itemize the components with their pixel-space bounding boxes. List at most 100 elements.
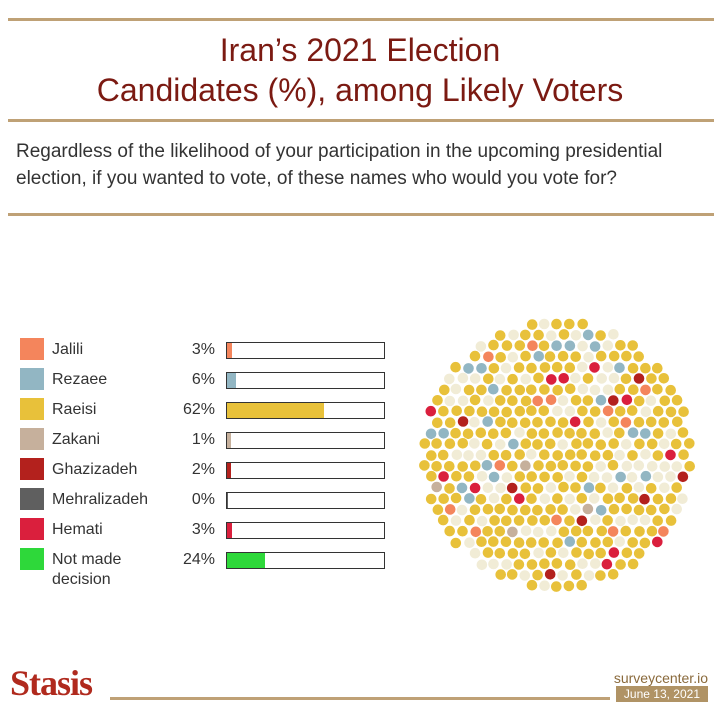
bubble-dot bbox=[614, 514, 627, 528]
bubble-dot bbox=[595, 372, 608, 385]
bubble-dot bbox=[545, 329, 558, 342]
title-line-1: Iran’s 2021 Election bbox=[219, 32, 501, 68]
bar-fill bbox=[227, 523, 232, 538]
bubble-dot bbox=[627, 383, 640, 396]
bubble-dot bbox=[443, 482, 456, 495]
bubble-dot bbox=[638, 493, 651, 506]
bubble-dot bbox=[677, 448, 690, 461]
bubble-dot bbox=[456, 437, 469, 450]
legend-swatch bbox=[20, 428, 44, 450]
bubble-dot bbox=[626, 404, 639, 417]
bubble-dot bbox=[449, 514, 463, 527]
bubble-dot bbox=[531, 416, 544, 429]
bubble-dot bbox=[632, 372, 646, 385]
bar-track bbox=[226, 522, 385, 539]
bubble-dot bbox=[633, 394, 646, 408]
bubble-dot bbox=[557, 372, 570, 385]
bubble-dot bbox=[595, 416, 608, 429]
bubble-dot bbox=[519, 459, 532, 472]
bubble-dot bbox=[613, 535, 626, 548]
bubble-dot bbox=[532, 525, 545, 539]
bubble-dot bbox=[469, 459, 482, 472]
bubble-dot bbox=[550, 557, 563, 570]
bubble-dot bbox=[563, 470, 576, 483]
bubble-dot bbox=[462, 362, 475, 375]
bubble-dot bbox=[619, 416, 632, 429]
bubble-dot bbox=[626, 513, 639, 526]
bubble-dot bbox=[665, 514, 678, 527]
bubble-dot bbox=[481, 525, 494, 538]
bubble-dot bbox=[639, 362, 652, 375]
bubble-dot bbox=[463, 492, 476, 505]
bubble-dot bbox=[670, 503, 683, 516]
bubble-dot bbox=[569, 329, 583, 342]
bubble-dot bbox=[627, 492, 640, 505]
bubble-dot bbox=[576, 360, 589, 374]
bubble-dot bbox=[526, 318, 539, 331]
bubble-dot bbox=[651, 470, 664, 484]
bubble-dot bbox=[557, 328, 571, 341]
legend-swatch bbox=[20, 458, 44, 480]
bubble-dot bbox=[482, 350, 495, 363]
bubble-dot bbox=[589, 340, 602, 353]
bubble-dot bbox=[476, 515, 489, 528]
bubble-dot bbox=[556, 438, 569, 451]
bubble-dot bbox=[513, 383, 526, 397]
bubble-dot bbox=[499, 361, 513, 375]
bubble-dot bbox=[575, 427, 588, 440]
bubble-dot bbox=[601, 514, 614, 527]
bubble-dot bbox=[607, 437, 620, 450]
bubble-dot bbox=[430, 480, 443, 494]
bubble-dot bbox=[545, 525, 558, 538]
bar-track bbox=[226, 342, 385, 359]
bubble-dot bbox=[520, 524, 533, 537]
bubble-dot bbox=[537, 427, 550, 440]
bubble-dot bbox=[513, 470, 526, 483]
bubble-dot bbox=[538, 448, 551, 461]
bubble-cluster bbox=[418, 317, 696, 593]
bubble-dot bbox=[513, 405, 526, 418]
bubble-dot bbox=[544, 460, 557, 473]
bubble-dot bbox=[582, 328, 595, 342]
bubble-dot bbox=[626, 536, 639, 549]
bubble-dot bbox=[563, 535, 576, 548]
bubble-dot bbox=[494, 568, 507, 581]
bubble-dot bbox=[627, 362, 640, 375]
bubble-dot bbox=[500, 384, 513, 397]
bubble-dot bbox=[500, 514, 513, 527]
date-badge: June 13, 2021 bbox=[615, 686, 708, 702]
legend-row: Raeisi 62% bbox=[20, 398, 400, 428]
legend-row: Mehralizadeh 0% bbox=[20, 488, 400, 518]
bubble-dot bbox=[633, 437, 646, 450]
bubble-dot bbox=[683, 460, 696, 473]
bubble-dot bbox=[588, 492, 601, 505]
value-label: 6% bbox=[191, 371, 215, 388]
bubble-dot bbox=[487, 535, 500, 548]
bubble-dot bbox=[664, 405, 678, 419]
bubble-dot bbox=[475, 383, 488, 397]
bubble-dot bbox=[658, 460, 671, 473]
bubble-dot bbox=[519, 349, 532, 363]
bubble-dot bbox=[538, 557, 551, 570]
bubble-dot bbox=[639, 427, 652, 440]
bubble-dot bbox=[614, 470, 627, 484]
site-label: surveycenter.io bbox=[613, 670, 708, 686]
bubble-dot bbox=[594, 547, 607, 560]
bubble-dot bbox=[632, 504, 646, 517]
bottom-rule bbox=[110, 697, 610, 700]
bubble-dot bbox=[676, 492, 689, 505]
bubble-dot bbox=[607, 525, 620, 538]
bubble-dot bbox=[481, 503, 495, 516]
bubble-dot bbox=[651, 449, 664, 462]
bubble-dot bbox=[569, 481, 582, 494]
bubble-dot bbox=[570, 568, 583, 581]
bubble-dot bbox=[570, 525, 583, 538]
bubble-dot bbox=[550, 339, 563, 352]
title-underline bbox=[8, 119, 714, 122]
chart-title: Iran’s 2021 Election Candidates (%), amo… bbox=[0, 30, 720, 110]
bubble-dot bbox=[545, 393, 558, 406]
bubble-dot bbox=[437, 470, 450, 483]
value-label: 2% bbox=[191, 461, 215, 478]
bubble-dot bbox=[638, 536, 651, 549]
legend-row: Zakani 1% bbox=[20, 428, 400, 458]
